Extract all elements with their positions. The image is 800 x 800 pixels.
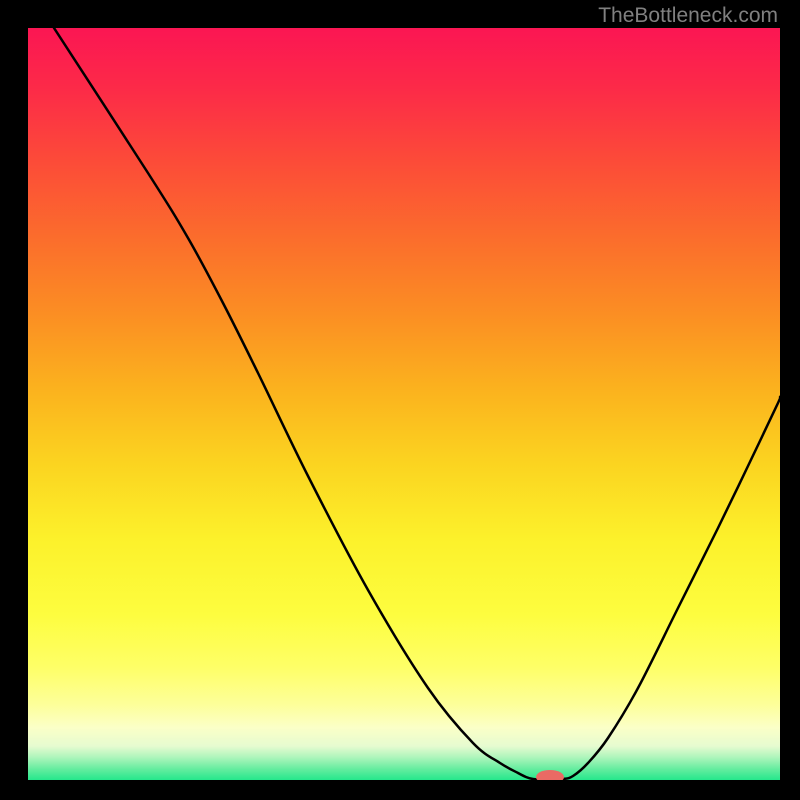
attribution-text: TheBottleneck.com — [598, 4, 778, 28]
gradient-background — [28, 28, 780, 780]
gradient-and-curve — [28, 28, 780, 780]
chart-plot-area — [28, 28, 780, 780]
